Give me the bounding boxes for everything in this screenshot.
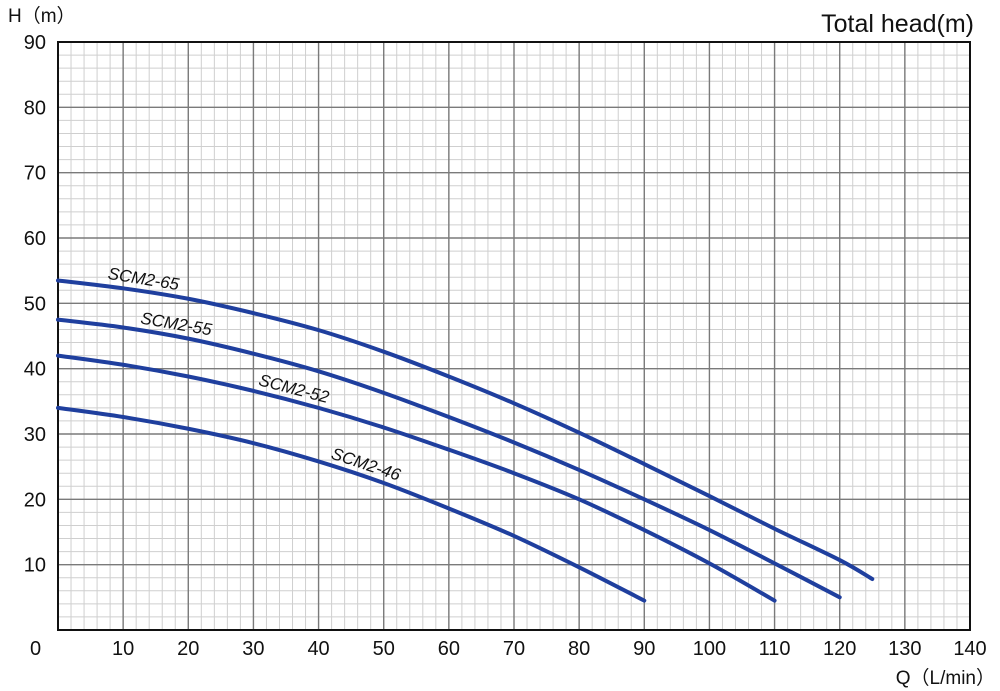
y-tick-label: 30: [24, 424, 46, 446]
x-tick-label: 100: [693, 638, 726, 660]
x-tick-label: 0: [30, 638, 41, 660]
y-tick-label: 50: [24, 293, 46, 315]
x-tick-label: 120: [823, 638, 856, 660]
x-axis-ticks: 0 10 20 30 40 50 60 70 80 90 100 110 120 130 140: [30, 638, 987, 660]
curve-scm2-46: [56, 405, 647, 603]
y-tick-label: 20: [24, 489, 46, 511]
x-tick-label: 30: [242, 638, 264, 660]
curve-scm2-55: [56, 317, 842, 600]
x-tick-label: 60: [438, 638, 460, 660]
y-tick-label: 40: [24, 359, 46, 381]
chart-title: Total head(m): [821, 10, 974, 38]
plot-frame: [57, 41, 971, 631]
x-axis-unit: Q（L/min）: [896, 667, 995, 689]
curve-scm2-52: [56, 353, 777, 603]
y-tick-label: 10: [24, 555, 46, 577]
x-tick-label: 50: [373, 638, 395, 660]
performance-curves: [56, 278, 875, 603]
x-tick-label: 110: [759, 638, 791, 660]
y-tick-label: 80: [24, 97, 46, 119]
x-tick-label: 10: [112, 638, 134, 660]
y-tick-label: 90: [24, 32, 46, 54]
y-tick-label: 70: [24, 163, 46, 185]
x-tick-label: 90: [633, 638, 655, 660]
y-axis-ticks: 10 20 30 40 50 60 70 80 90: [24, 32, 46, 577]
curve-scm2-65: [56, 278, 875, 582]
x-tick-label: 70: [503, 638, 525, 660]
x-tick-label: 140: [953, 638, 986, 660]
x-tick-label: 80: [568, 638, 590, 660]
y-tick-label: 60: [24, 228, 46, 250]
x-tick-label: 40: [307, 638, 329, 660]
x-tick-label: 130: [888, 638, 921, 660]
x-tick-label: 20: [177, 638, 199, 660]
y-axis-unit: H（m）: [8, 5, 76, 27]
